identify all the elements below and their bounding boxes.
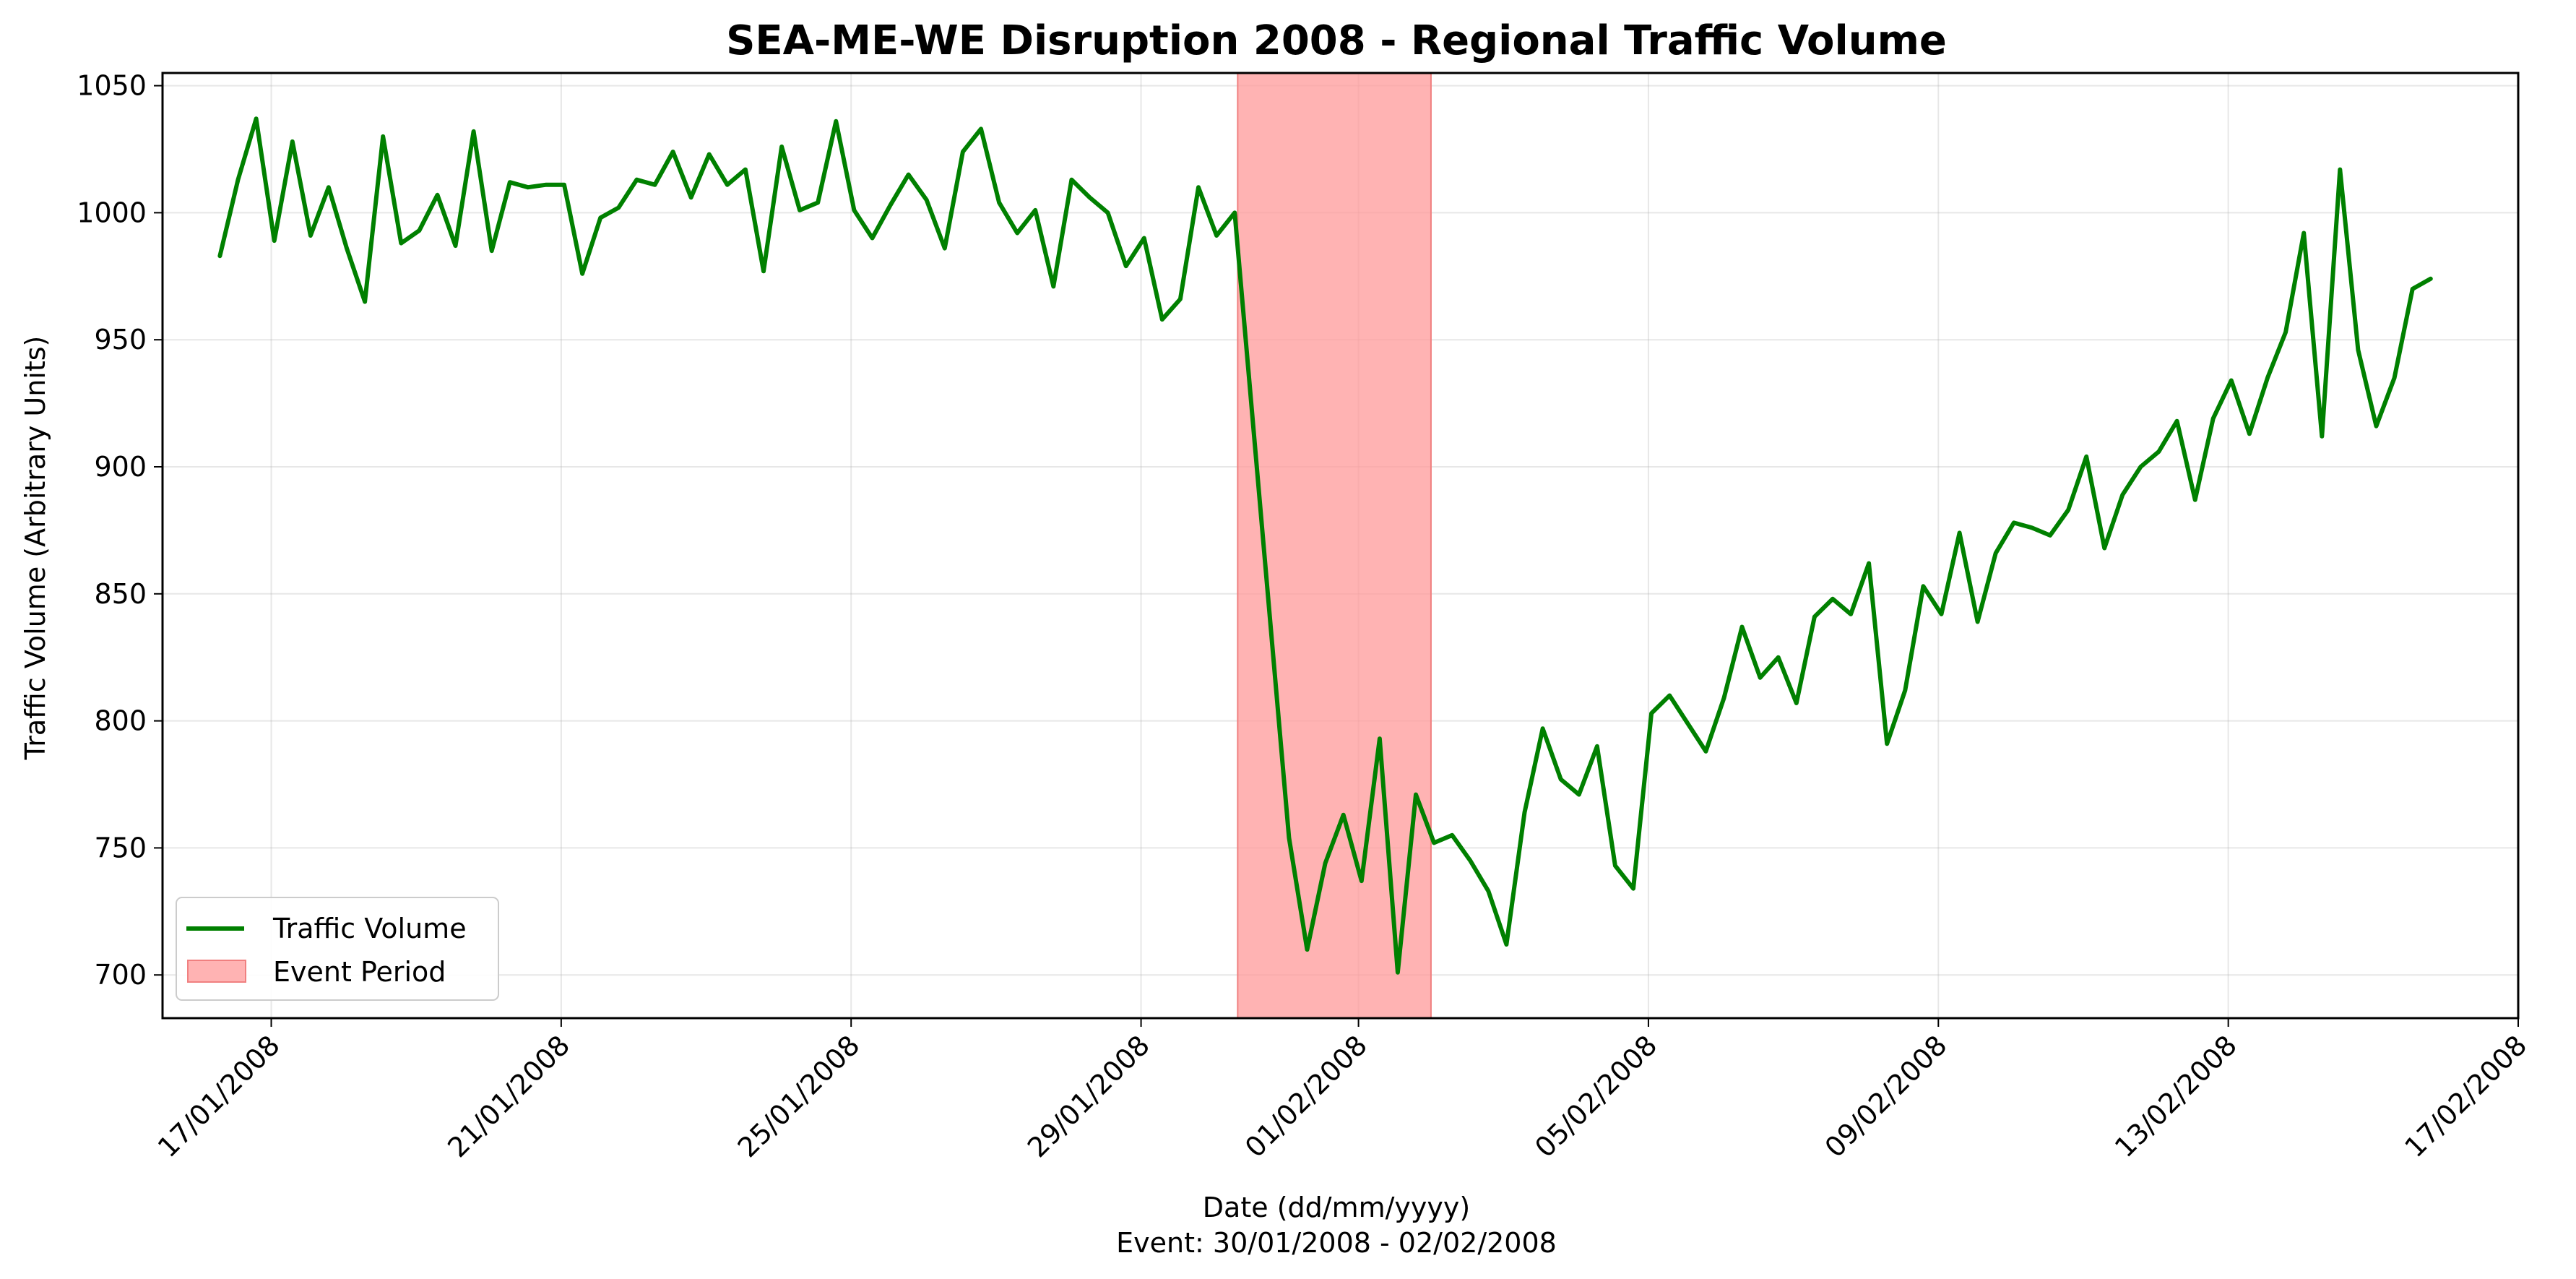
y-tick-label-7: 1050: [77, 70, 147, 102]
legend-label-event-period: Event Period: [273, 956, 446, 988]
event-period-band: [1237, 72, 1432, 1019]
legend-event-swatch: [187, 960, 246, 983]
x-axis-event-note: Event: 30/01/2008 - 02/02/2008: [1116, 1227, 1557, 1259]
series-line-0: [217, 116, 2433, 975]
y-tick-label-0: 700: [94, 959, 147, 991]
y-axis-label: Traffic Volume (Arbitrary Units): [20, 336, 51, 761]
y-tick-label-3: 850: [94, 578, 147, 610]
y-tick-label-6: 1000: [77, 197, 147, 228]
y-axis-ticks: 700 750 800 850 900 950 1000 1050: [77, 70, 163, 991]
legend-label-traffic-volume: Traffic Volume: [272, 913, 467, 944]
x-axis-label: Date (dd/mm/yyyy): [1203, 1192, 1470, 1223]
legend-frame: [176, 897, 499, 1001]
event-period-rect: [1237, 72, 1432, 1019]
y-tick-label-4: 900: [94, 451, 147, 483]
y-tick-label-2: 800: [94, 705, 147, 737]
y-tick-label-1: 750: [94, 832, 147, 864]
chart-title: SEA-ME-WE Disruption 2008 - Regional Tra…: [726, 17, 1947, 64]
axes-frame: [161, 72, 2520, 1020]
legend: Traffic Volume Event Period: [176, 897, 499, 1001]
axes-border: [161, 72, 2520, 1020]
y-tick-label-5: 950: [94, 324, 147, 356]
series-lines: [217, 116, 2433, 975]
